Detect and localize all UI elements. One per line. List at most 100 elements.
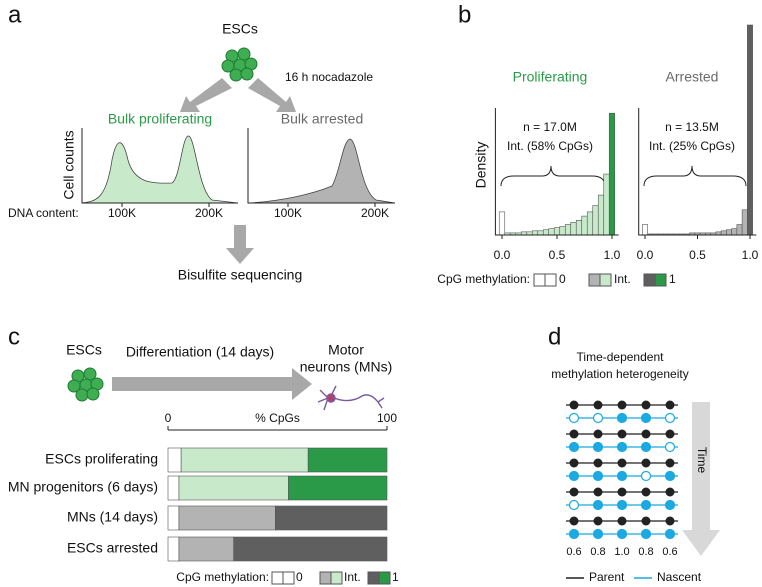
parent-cpg [665, 458, 675, 468]
bar-segment [275, 505, 388, 531]
bar [642, 224, 648, 236]
legend-swatch [282, 571, 295, 585]
tick-marks [121, 203, 376, 207]
parent-cpg [569, 516, 579, 526]
column-fraction: 0.6 [566, 546, 581, 558]
bar [726, 229, 732, 236]
proliferating-label: Bulk proliferating [108, 111, 212, 127]
brace [500, 165, 606, 187]
x-tick-label: 0.5 [689, 248, 706, 262]
nascent-cpg [568, 470, 580, 482]
bar [570, 222, 577, 236]
arrows [180, 78, 296, 264]
x-tick-label: 0.5 [549, 248, 566, 262]
legend-swatch [271, 571, 284, 585]
parent-cpg [617, 400, 627, 410]
axis-line [638, 108, 757, 236]
panel-label: d [548, 323, 561, 350]
parent-cpg [569, 400, 579, 410]
x-tick-label: 0 [165, 411, 172, 425]
nascent-cpg [640, 412, 652, 424]
bar-segment [233, 536, 388, 562]
legend-swatch [330, 571, 343, 585]
bar [736, 224, 743, 236]
nascent-cpg [640, 470, 652, 482]
legend-label: Int. [614, 272, 631, 286]
legend: 0 Int. 1 [533, 272, 676, 287]
time-arrow [682, 402, 720, 556]
legend-label: 0 [296, 570, 303, 584]
parent-cpg [617, 429, 627, 439]
y-axis-label: Density [473, 142, 489, 189]
bar [498, 211, 506, 236]
annotation: n = 17.0M [523, 120, 577, 134]
bar [731, 228, 738, 236]
parent-cpg [617, 487, 627, 497]
bar [586, 211, 594, 236]
x-axis-label: % CpGs [255, 411, 300, 425]
parent-cpg [593, 458, 603, 468]
parent-cpg [593, 400, 603, 410]
legend-swatch [533, 273, 546, 287]
nascent-cpg [664, 412, 676, 424]
legend-swatch [378, 571, 391, 585]
legend-label: 1 [392, 570, 399, 584]
x-tick-label: 100K [108, 206, 136, 220]
category-label: MN progenitors (6 days) [8, 479, 158, 495]
source-label: ESCs [222, 21, 258, 37]
legend-swatch [643, 273, 656, 287]
legend-label: Parent [589, 570, 625, 584]
bar [542, 229, 550, 236]
x-tick-label: 0.0 [494, 248, 511, 262]
bar-segment [167, 536, 180, 562]
neuron-icon [317, 385, 385, 411]
annotation: n = 13.5M [665, 120, 719, 134]
dot-diagram: 0.6 0.8 1.0 0.8 0.6 Parent Nascent [566, 400, 702, 584]
bar [548, 228, 555, 236]
parent-cpg [569, 458, 579, 468]
bar-segment [178, 505, 276, 531]
bar-segment [288, 475, 388, 501]
nascent-cpg [568, 528, 580, 540]
treatment: 16 h nocadazole [285, 70, 373, 84]
parent-cpg [641, 400, 651, 410]
bar [564, 224, 572, 236]
arrow [112, 368, 312, 400]
parent-cpg [641, 487, 651, 497]
bar [741, 209, 748, 236]
x-tick-label: 1.0 [604, 248, 621, 262]
panel-label: b [458, 1, 471, 28]
column-fraction: 1.0 [614, 546, 629, 558]
target-label: neurons (MNs) [300, 359, 393, 375]
legend-swatch [544, 273, 557, 287]
x-tick-label: 200K [361, 206, 389, 220]
nascent-cpg [664, 441, 676, 453]
bar [592, 205, 599, 236]
category-label: MNs (14 days) [67, 509, 158, 525]
legend-title: CpG methylation: [437, 272, 530, 286]
axes [81, 128, 395, 204]
next-step: Bisulfite sequencing [178, 267, 303, 283]
nascent-cpg [592, 470, 604, 482]
axis-line [494, 108, 619, 236]
bar [597, 194, 605, 236]
chart-title: Proliferating [513, 69, 588, 85]
bar-segment [167, 475, 180, 501]
nascent-cpg [568, 441, 580, 453]
parent-cpg [593, 487, 603, 497]
x-tick-label: 1.0 [742, 248, 759, 262]
nascent-cpg [592, 528, 604, 540]
process-label: Differentiation (14 days) [126, 344, 274, 360]
arrested-profile [249, 138, 396, 204]
parent-cpg [665, 487, 675, 497]
nascent-cpg [592, 499, 604, 511]
bar-segment [167, 447, 182, 473]
y-axis-label: Cell counts [61, 130, 77, 199]
parent-cpg [641, 458, 651, 468]
parent-cpg [617, 458, 627, 468]
title-line: methylation heterogeneity [551, 367, 688, 381]
legend-label: 0 [559, 272, 566, 286]
panel-label: a [8, 1, 22, 28]
title-line: Time-dependent [577, 350, 665, 364]
